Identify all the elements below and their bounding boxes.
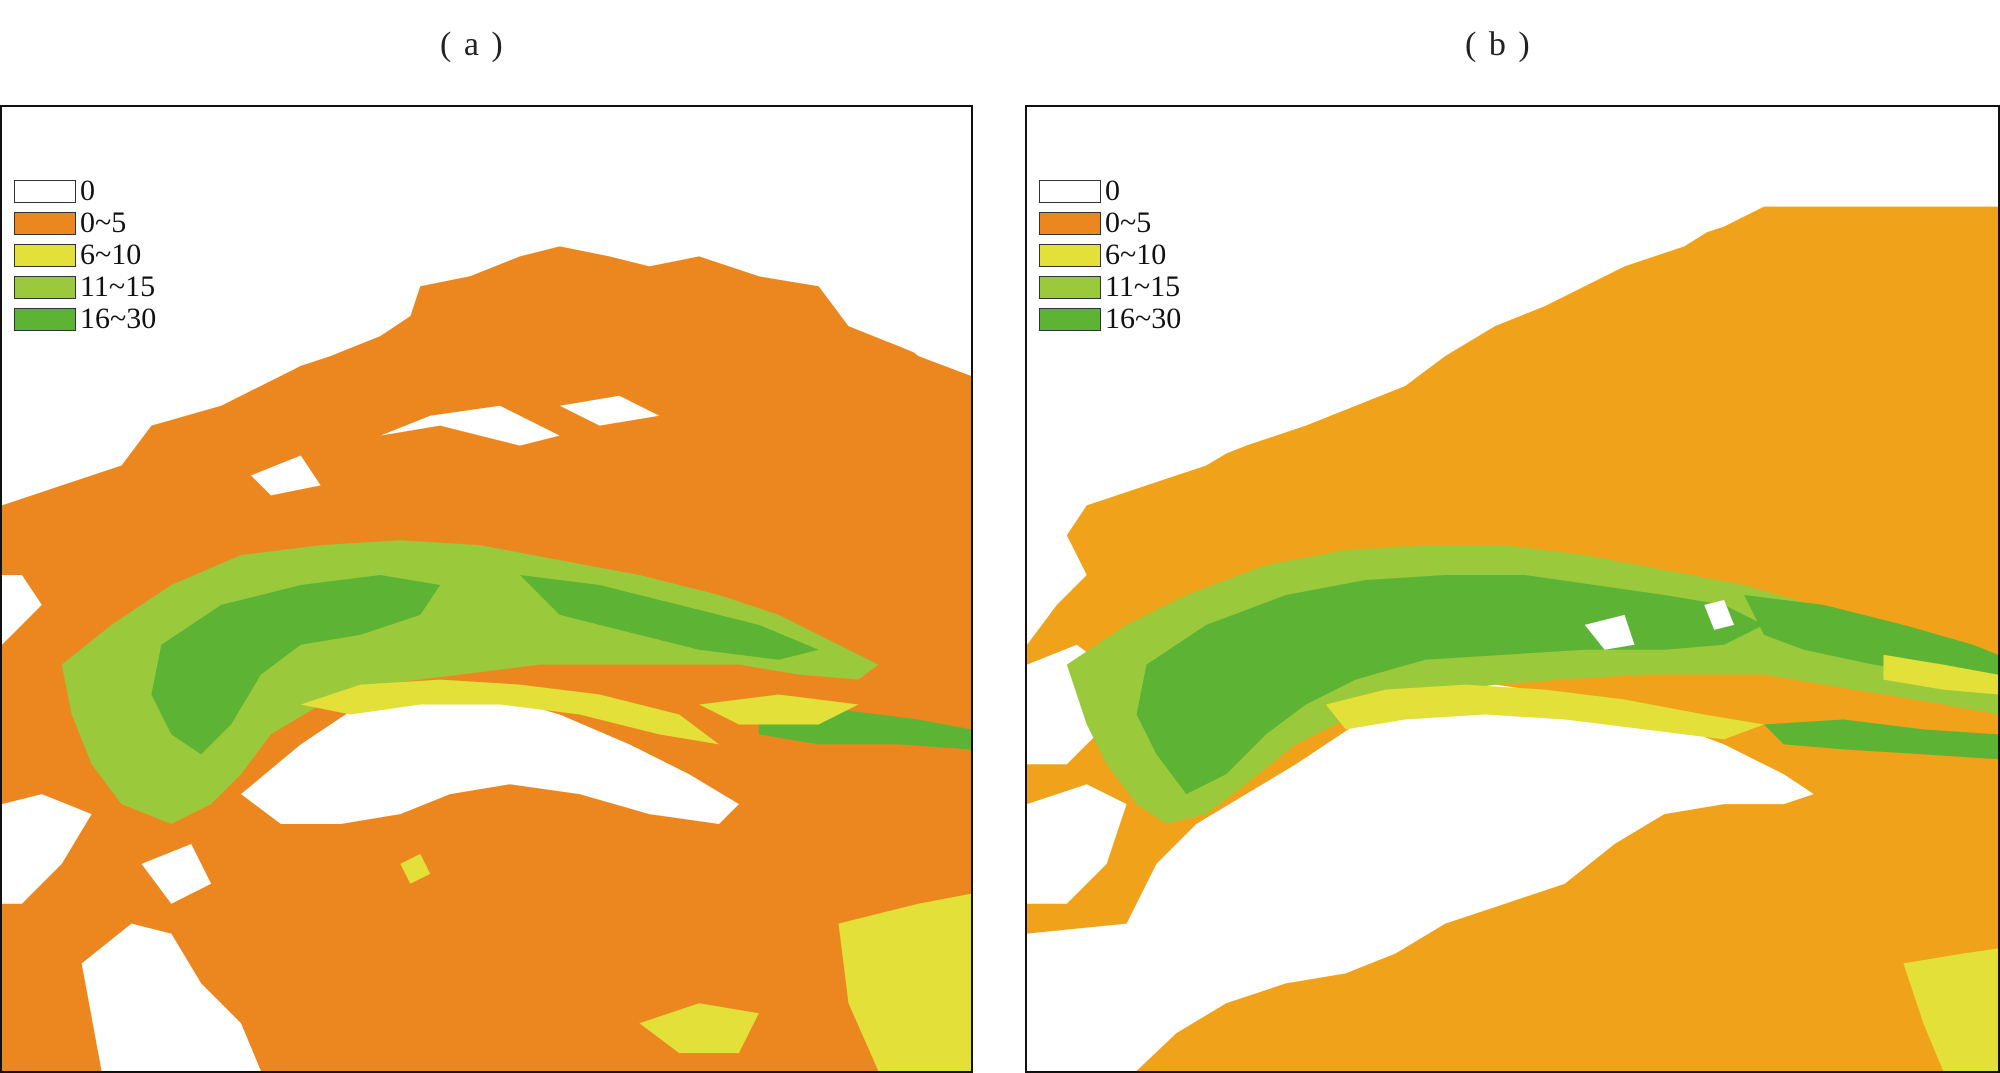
legend-swatch <box>14 307 76 331</box>
legend-label: 11~15 <box>80 270 156 303</box>
map-a-zone-16-30 <box>151 575 441 755</box>
legend-item: 0 <box>14 175 156 207</box>
map-a-zone-zero-basin <box>241 684 739 825</box>
legend-item: 11~15 <box>14 271 156 303</box>
legend-swatch <box>1039 211 1101 235</box>
legend-label: 16~30 <box>1105 302 1182 335</box>
map-b-zone-zero-north <box>1027 206 1764 516</box>
legend-swatch <box>14 275 76 299</box>
legend-item: 0~5 <box>14 207 156 239</box>
map-b-zone-6-10 <box>1325 684 1764 740</box>
map-panel-a: 0 0~5 6~10 11~15 16~30 <box>0 105 973 1073</box>
legend-item: 6~10 <box>14 239 156 271</box>
legend-item: 6~10 <box>1039 239 1181 271</box>
map-a-zone-6-10 <box>300 679 720 745</box>
legend-b: 0 0~5 6~10 11~15 16~30 <box>1039 175 1181 335</box>
legend-swatch <box>1039 179 1101 203</box>
legend-label: 6~10 <box>80 238 142 271</box>
map-panel-b: 0 0~5 6~10 11~15 16~30 <box>1025 105 2000 1073</box>
legend-label: 0 <box>80 174 95 207</box>
legend-swatch <box>1039 307 1101 331</box>
legend-item: 0 <box>1039 175 1181 207</box>
legend-swatch <box>1039 243 1101 267</box>
legend-swatch <box>14 243 76 267</box>
legend-swatch <box>14 211 76 235</box>
map-a-raster <box>2 206 971 1071</box>
map-b-raster <box>1027 206 1998 1071</box>
map-a-zone-zero-west <box>2 794 92 904</box>
map-b-zone-zero-basin <box>1027 684 1814 1071</box>
legend-item: 0~5 <box>1039 207 1181 239</box>
legend-label: 6~10 <box>1105 238 1167 271</box>
legend-swatch <box>14 179 76 203</box>
legend-item: 11~15 <box>1039 271 1181 303</box>
legend-swatch <box>1039 275 1101 299</box>
legend-item: 16~30 <box>1039 303 1181 335</box>
legend-label: 0~5 <box>1105 206 1152 239</box>
legend-label: 0 <box>1105 174 1120 207</box>
legend-label: 16~30 <box>80 302 157 335</box>
legend-a: 0 0~5 6~10 11~15 16~30 <box>14 175 156 335</box>
map-a-zone-zero-north <box>2 206 971 486</box>
legend-label: 11~15 <box>1105 270 1181 303</box>
legend-label: 0~5 <box>80 206 127 239</box>
legend-item: 16~30 <box>14 303 156 335</box>
panel-b-label: ( b ) <box>1465 26 1532 63</box>
panel-a-label: ( a ) <box>440 26 505 63</box>
